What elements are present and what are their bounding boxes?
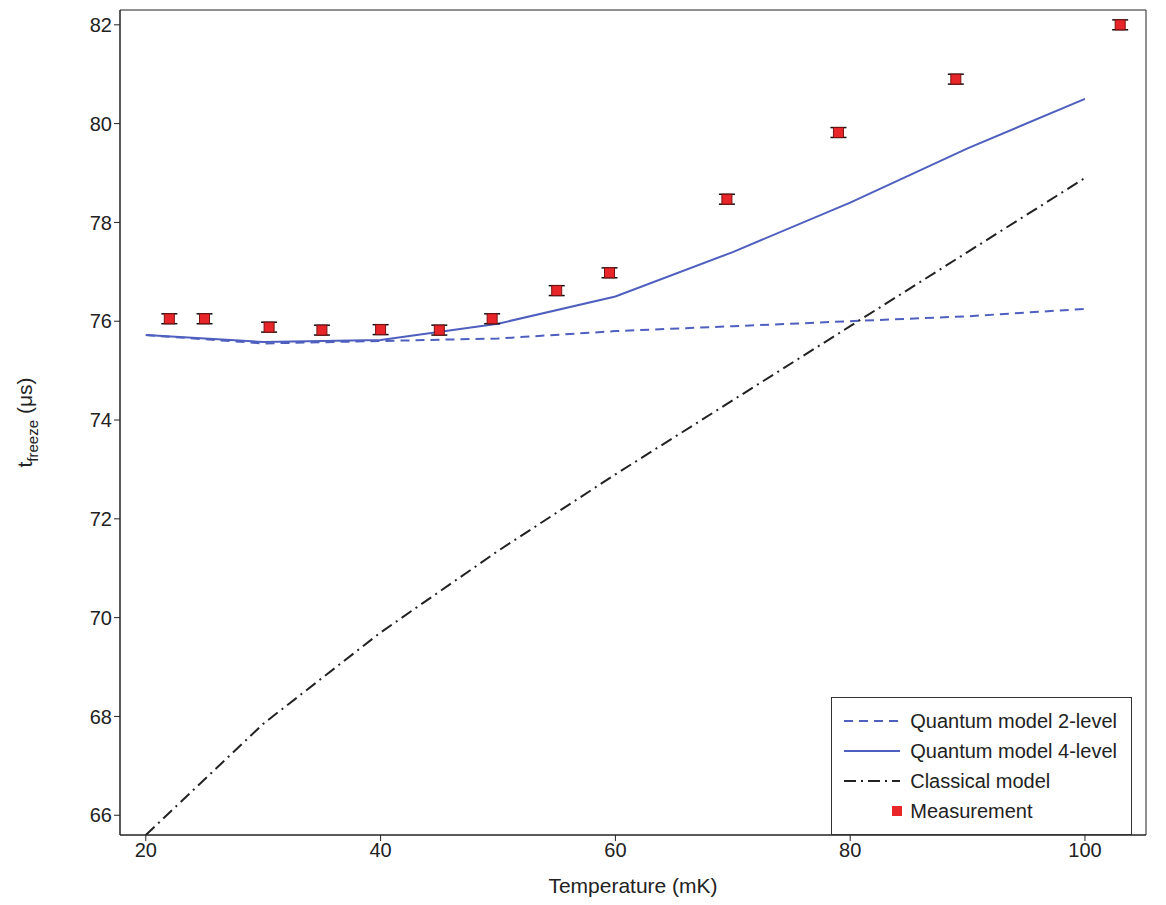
svg-text:tfreeze (μs): tfreeze (μs) [13, 378, 41, 468]
svg-text:20: 20 [135, 839, 157, 861]
svg-text:70: 70 [90, 607, 112, 629]
html-text:Quantum model 4-level: Quantum model 4-level [910, 739, 1117, 762]
svg-text:82: 82 [90, 14, 112, 36]
svg-text:40: 40 [369, 839, 391, 861]
svg-text:68: 68 [90, 706, 112, 728]
svg-text:78: 78 [90, 212, 112, 234]
svg-text:100: 100 [1068, 839, 1101, 861]
svg-text:76: 76 [90, 310, 112, 332]
svg-text:Temperature (mK): Temperature (mK) [548, 874, 717, 897]
svg-text:80: 80 [839, 839, 861, 861]
svg-text:72: 72 [90, 508, 112, 530]
html-text:Measurement: Measurement [910, 799, 1033, 822]
svg-text:66: 66 [90, 804, 112, 826]
html-text:Quantum model 2-level: Quantum model 2-level [910, 709, 1117, 732]
svg-text:80: 80 [90, 113, 112, 135]
html-text:Classical model: Classical model [910, 769, 1051, 792]
svg-text:74: 74 [90, 409, 112, 431]
svg-text:60: 60 [604, 839, 626, 861]
